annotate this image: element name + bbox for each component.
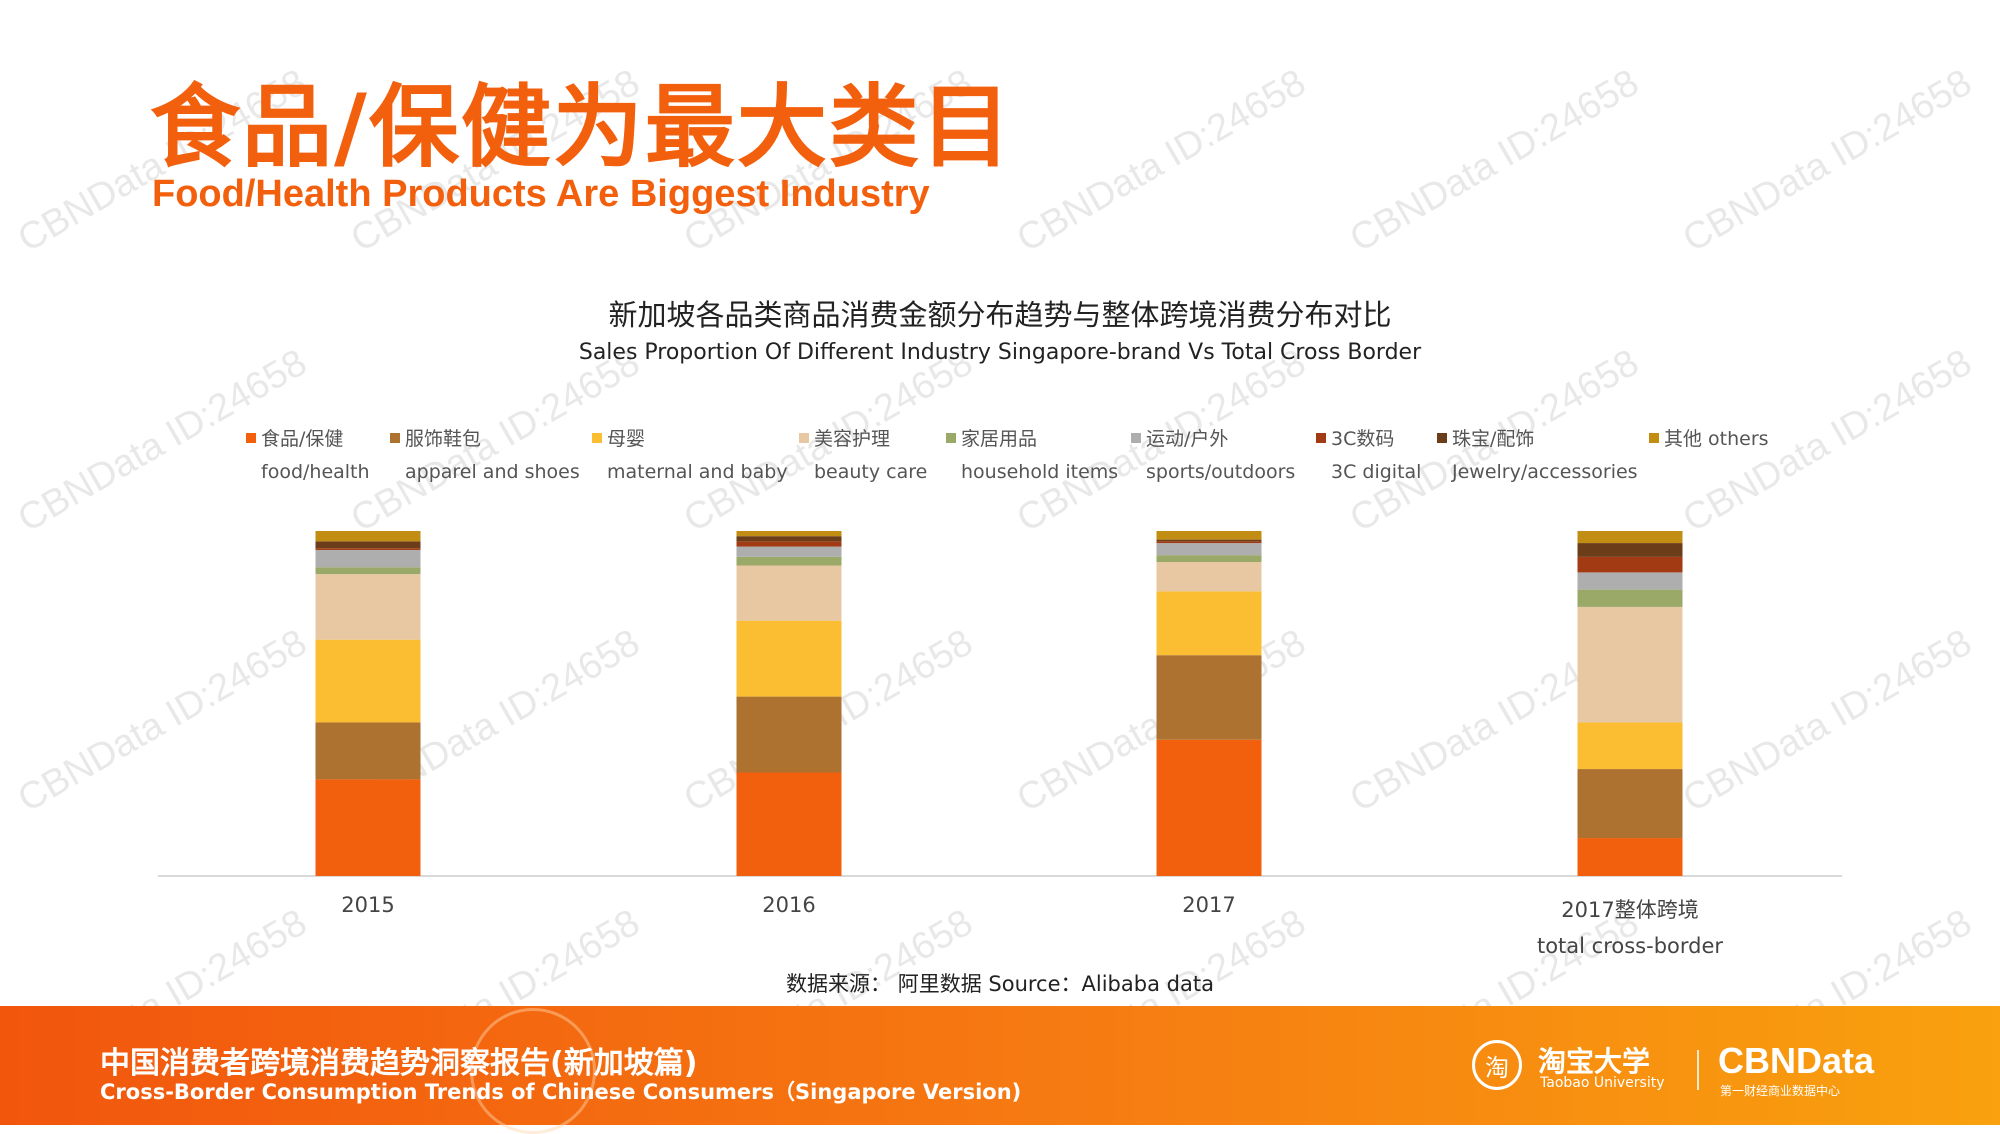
- bar-segment: [736, 541, 842, 547]
- cbndata-subtitle: 第一财经商业数据中心: [1720, 1084, 1841, 1098]
- bar-segment: [1577, 572, 1683, 590]
- legend-label: 美容护理: [814, 428, 891, 450]
- bar-segment: [736, 536, 842, 542]
- bar-segment: [1577, 531, 1683, 544]
- legend-swatch: [592, 432, 602, 443]
- bar-segment: [736, 772, 842, 876]
- bar-segment: [1156, 655, 1262, 740]
- bar-segment: [736, 546, 842, 557]
- chart-subtitle: Sales Proportion Of Different Industry S…: [578, 340, 1422, 365]
- bar-segment: [315, 567, 421, 575]
- legend-label-en: food/health: [261, 461, 370, 483]
- legend-item: 3C数码 3C digital: [1316, 424, 1421, 483]
- bar-segment: [315, 722, 421, 780]
- legend-item: 母婴 maternal and baby: [592, 424, 788, 483]
- bar-segment: [1156, 541, 1262, 544]
- legend-label: 母婴: [607, 428, 646, 450]
- x-tick-label: 2017整体跨境: [1561, 898, 1698, 922]
- bar-segment: [1577, 543, 1683, 557]
- legend-label: 食品/保健: [261, 428, 344, 450]
- legend-label: 家居用品: [961, 428, 1038, 450]
- bar-segment: [1577, 722, 1683, 770]
- legend-item: 其他 others: [1649, 424, 1769, 451]
- bar-segment: [315, 639, 421, 723]
- legend-swatch: [1131, 432, 1141, 443]
- x-tick-label-secondary: total cross-border: [1537, 934, 1723, 958]
- bar-segment: [315, 779, 421, 876]
- legend-swatch: [246, 432, 256, 443]
- bar-segment: [1156, 555, 1262, 563]
- logo-divider: [1697, 1050, 1699, 1090]
- footer-title: 中国消费者跨境消费趋势洞察报告(新加坡篇): [100, 1046, 698, 1081]
- x-tick-label: 2017: [1182, 893, 1235, 917]
- legend-label: 其他 others: [1664, 428, 1769, 450]
- bar-segment: [736, 565, 842, 621]
- bar-segment: [315, 549, 421, 568]
- bar-segment: [315, 541, 421, 549]
- bar-segment: [1156, 543, 1262, 556]
- legend-label-en: beauty care: [814, 461, 928, 483]
- bar-segment: [1156, 591, 1262, 656]
- bar-segment: [736, 620, 842, 697]
- chart-title: 新加坡各品类商品消费金额分布趋势与整体跨境消费分布对比: [608, 298, 1392, 332]
- legend-swatch: [1316, 432, 1326, 443]
- legend-label: 珠宝/配饰: [1452, 428, 1535, 450]
- bar-segment: [1577, 838, 1683, 876]
- bar-segment: [736, 531, 842, 537]
- legend-swatch: [799, 432, 809, 443]
- legend-swatch: [1649, 432, 1659, 443]
- legend-label: 3C数码: [1331, 428, 1395, 450]
- legend-item: 家居用品 household items: [946, 424, 1118, 483]
- legend-label-en: household items: [961, 461, 1119, 483]
- bar-segment: [315, 574, 421, 640]
- cbndata-logo: CBNData: [1718, 1040, 1875, 1081]
- legend-item: 服饰鞋包 apparel and shoes: [390, 424, 580, 483]
- bar-segment: [315, 531, 421, 542]
- legend-label: 服饰鞋包: [405, 428, 482, 450]
- bar-segment: [1577, 606, 1683, 723]
- legend-item: 食品/保健 food/health: [246, 424, 370, 483]
- data-source-note: 数据来源： 阿里数据 Source：Alibaba data: [786, 972, 1214, 996]
- bar-segment: [1156, 531, 1262, 540]
- legend-swatch: [390, 432, 400, 443]
- bar-segment: [736, 696, 842, 773]
- footer-banner: [0, 1006, 2000, 1125]
- taobao-university-subname: Taobao University: [1540, 1075, 1665, 1091]
- legend-label: 运动/户外: [1146, 428, 1229, 450]
- page-subtitle: Food/Health Products Are Biggest Industr…: [152, 173, 930, 215]
- page-title: 食品/保健为最大类目: [150, 75, 1013, 180]
- legend-item: 美容护理 beauty care: [799, 424, 927, 483]
- x-tick-label: 2016: [762, 893, 815, 917]
- bar-segment: [1577, 589, 1683, 607]
- bar-segment: [1156, 562, 1262, 592]
- legend-label-en: Jewelry/accessories: [1452, 461, 1638, 483]
- legend-label-en: 3C digital: [1331, 461, 1422, 483]
- legend-item: 珠宝/配饰 Jewelry/accessories: [1437, 424, 1638, 483]
- footer-subtitle: Cross-Border Consumption Trends of Chine…: [100, 1080, 1022, 1104]
- bar-segment: [736, 556, 842, 566]
- legend-item: 运动/户外 sports/outdoors: [1131, 424, 1295, 483]
- legend-label-en: apparel and shoes: [405, 461, 580, 483]
- taobao-university-name: 淘宝大学: [1538, 1045, 1651, 1078]
- legend-swatch: [1437, 432, 1447, 443]
- taobao-university-logo-icon: 淘: [1472, 1040, 1522, 1090]
- bar-segment: [1156, 739, 1262, 876]
- legend-swatch: [946, 432, 956, 443]
- legend-label-en: sports/outdoors: [1146, 461, 1296, 483]
- bar-segment: [1577, 769, 1683, 839]
- bar-segment: [1156, 539, 1262, 542]
- bar-segment: [1577, 556, 1683, 573]
- bar-segment: [315, 548, 421, 550]
- x-tick-label: 2015: [341, 893, 394, 917]
- legend-label-en: maternal and baby: [607, 461, 788, 483]
